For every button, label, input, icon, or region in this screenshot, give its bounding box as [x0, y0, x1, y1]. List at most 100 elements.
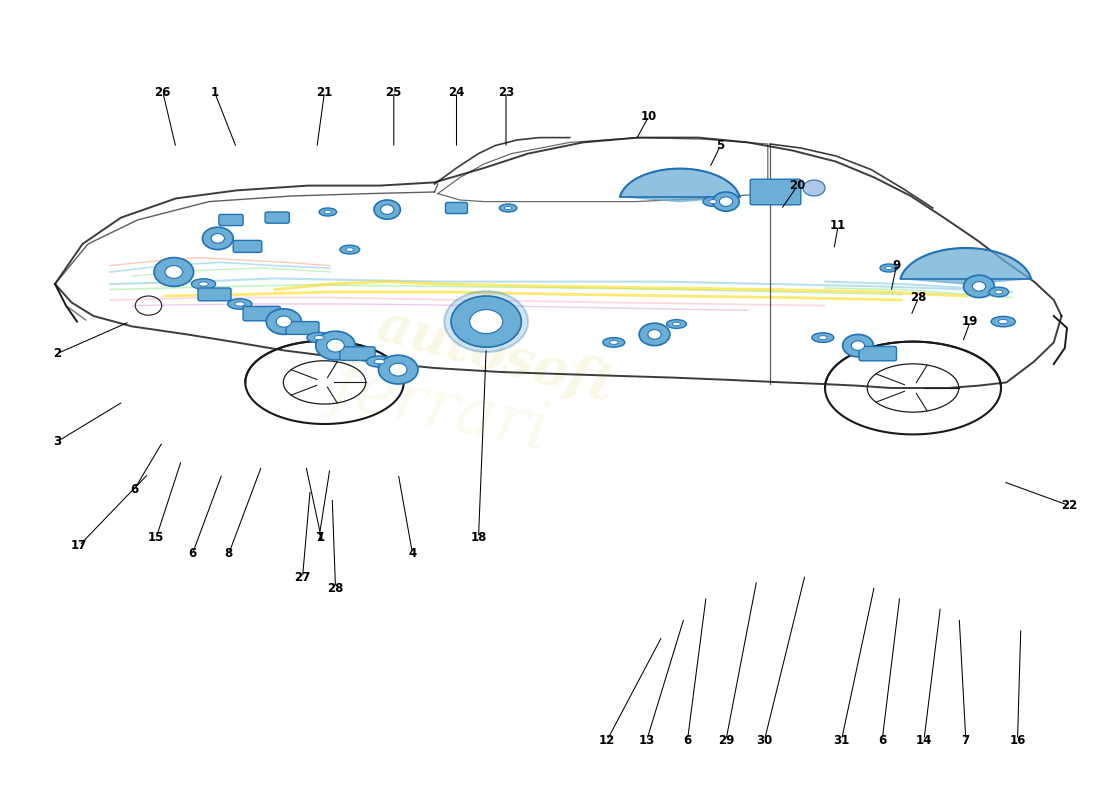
Circle shape — [803, 180, 825, 196]
Circle shape — [639, 323, 670, 346]
FancyBboxPatch shape — [265, 212, 289, 223]
Text: 7: 7 — [315, 531, 323, 544]
Circle shape — [648, 330, 661, 339]
Text: 8: 8 — [224, 547, 233, 560]
Text: 12: 12 — [600, 734, 615, 746]
FancyBboxPatch shape — [233, 240, 262, 253]
Text: 6: 6 — [683, 734, 692, 746]
Text: 6: 6 — [878, 734, 887, 746]
Ellipse shape — [499, 204, 517, 212]
Ellipse shape — [989, 287, 1009, 297]
Text: 30: 30 — [757, 734, 772, 746]
Text: ferrari: ferrari — [326, 353, 554, 463]
Circle shape — [374, 200, 400, 219]
Ellipse shape — [319, 208, 337, 216]
Text: 10: 10 — [641, 110, 657, 122]
Text: autosoft: autosoft — [371, 300, 619, 412]
Ellipse shape — [315, 335, 323, 340]
Text: 18: 18 — [471, 531, 486, 544]
Circle shape — [266, 309, 301, 334]
Text: 14: 14 — [916, 734, 932, 746]
Text: 9: 9 — [892, 259, 901, 272]
Text: 6: 6 — [130, 483, 139, 496]
Ellipse shape — [609, 341, 618, 344]
Circle shape — [851, 341, 865, 350]
Text: 31: 31 — [834, 734, 849, 746]
Ellipse shape — [818, 336, 827, 339]
Ellipse shape — [708, 200, 717, 203]
Text: 3: 3 — [53, 435, 62, 448]
Ellipse shape — [999, 319, 1008, 324]
Ellipse shape — [199, 282, 208, 286]
FancyBboxPatch shape — [750, 179, 801, 205]
Ellipse shape — [374, 359, 385, 364]
Text: 19: 19 — [962, 315, 978, 328]
Ellipse shape — [991, 317, 1015, 326]
FancyBboxPatch shape — [340, 346, 375, 360]
Circle shape — [316, 331, 355, 360]
Text: 1: 1 — [210, 86, 219, 98]
FancyBboxPatch shape — [286, 322, 319, 334]
Ellipse shape — [880, 264, 898, 272]
Text: 17: 17 — [72, 539, 87, 552]
Ellipse shape — [324, 210, 331, 214]
Ellipse shape — [603, 338, 625, 347]
Ellipse shape — [228, 299, 252, 310]
Circle shape — [211, 234, 224, 243]
Text: 28: 28 — [911, 291, 926, 304]
Ellipse shape — [703, 197, 723, 206]
Circle shape — [719, 197, 733, 206]
Text: 1: 1 — [317, 531, 326, 544]
Text: 13: 13 — [639, 734, 654, 746]
Text: 2: 2 — [53, 347, 62, 360]
Text: 15: 15 — [148, 531, 164, 544]
Circle shape — [276, 316, 292, 327]
Circle shape — [327, 339, 344, 352]
Ellipse shape — [672, 322, 681, 326]
Circle shape — [470, 310, 503, 334]
Text: 23: 23 — [498, 86, 514, 98]
Circle shape — [381, 205, 394, 214]
Ellipse shape — [667, 319, 686, 328]
Circle shape — [378, 355, 418, 384]
Circle shape — [154, 258, 194, 286]
Ellipse shape — [886, 266, 892, 270]
FancyBboxPatch shape — [243, 306, 280, 321]
Text: 11: 11 — [830, 219, 846, 232]
Circle shape — [713, 192, 739, 211]
Ellipse shape — [191, 278, 216, 290]
Text: 26: 26 — [155, 86, 170, 98]
Ellipse shape — [307, 333, 331, 342]
Text: 27: 27 — [295, 571, 310, 584]
Ellipse shape — [505, 206, 512, 210]
Text: 5: 5 — [716, 139, 725, 152]
Ellipse shape — [366, 356, 393, 367]
Circle shape — [451, 296, 521, 347]
Text: 24: 24 — [449, 86, 464, 98]
Polygon shape — [901, 248, 1031, 284]
FancyBboxPatch shape — [859, 346, 896, 361]
Text: 29: 29 — [718, 734, 734, 746]
Circle shape — [843, 334, 873, 357]
Circle shape — [972, 282, 986, 291]
Ellipse shape — [994, 290, 1003, 294]
Polygon shape — [620, 169, 739, 202]
FancyBboxPatch shape — [446, 202, 468, 214]
Circle shape — [202, 227, 233, 250]
Circle shape — [964, 275, 994, 298]
FancyBboxPatch shape — [198, 288, 231, 301]
Text: 20: 20 — [790, 179, 805, 192]
Circle shape — [165, 266, 183, 278]
Text: 22: 22 — [1062, 499, 1077, 512]
Text: 25: 25 — [386, 86, 402, 98]
Ellipse shape — [235, 302, 244, 306]
Ellipse shape — [345, 248, 354, 251]
Text: 28: 28 — [328, 582, 343, 594]
Text: 4: 4 — [408, 547, 417, 560]
Circle shape — [389, 363, 407, 376]
Text: 6: 6 — [188, 547, 197, 560]
Ellipse shape — [812, 333, 834, 342]
Circle shape — [444, 291, 528, 352]
FancyBboxPatch shape — [219, 214, 243, 226]
Text: 7: 7 — [961, 734, 970, 746]
